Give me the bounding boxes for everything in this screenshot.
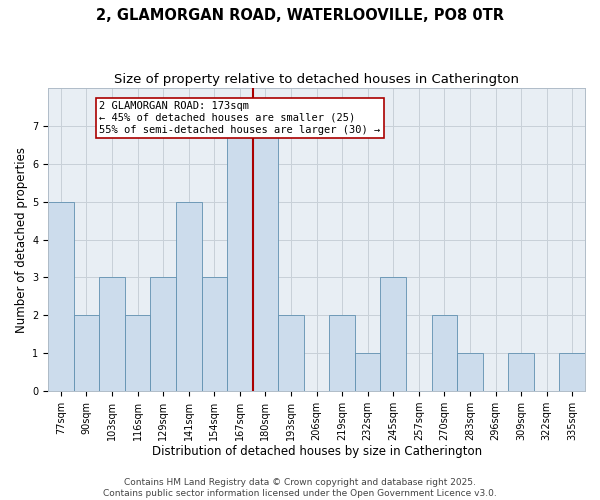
Y-axis label: Number of detached properties: Number of detached properties — [15, 146, 28, 332]
Bar — [457, 353, 483, 391]
Bar — [99, 278, 125, 391]
Bar — [253, 126, 278, 391]
Bar — [227, 126, 253, 391]
Bar — [431, 316, 457, 391]
Text: 2, GLAMORGAN ROAD, WATERLOOVILLE, PO8 0TR: 2, GLAMORGAN ROAD, WATERLOOVILLE, PO8 0T… — [96, 8, 504, 22]
Bar — [559, 353, 585, 391]
Bar — [329, 316, 355, 391]
Bar — [202, 278, 227, 391]
Bar — [48, 202, 74, 391]
Text: 2 GLAMORGAN ROAD: 173sqm
← 45% of detached houses are smaller (25)
55% of semi-d: 2 GLAMORGAN ROAD: 173sqm ← 45% of detach… — [99, 102, 380, 134]
Bar — [151, 278, 176, 391]
Title: Size of property relative to detached houses in Catherington: Size of property relative to detached ho… — [114, 72, 519, 86]
Bar — [380, 278, 406, 391]
Text: Contains HM Land Registry data © Crown copyright and database right 2025.
Contai: Contains HM Land Registry data © Crown c… — [103, 478, 497, 498]
Bar — [355, 353, 380, 391]
Bar — [278, 316, 304, 391]
Bar — [508, 353, 534, 391]
X-axis label: Distribution of detached houses by size in Catherington: Distribution of detached houses by size … — [152, 444, 482, 458]
Bar — [74, 316, 99, 391]
Bar — [125, 316, 151, 391]
Bar — [176, 202, 202, 391]
